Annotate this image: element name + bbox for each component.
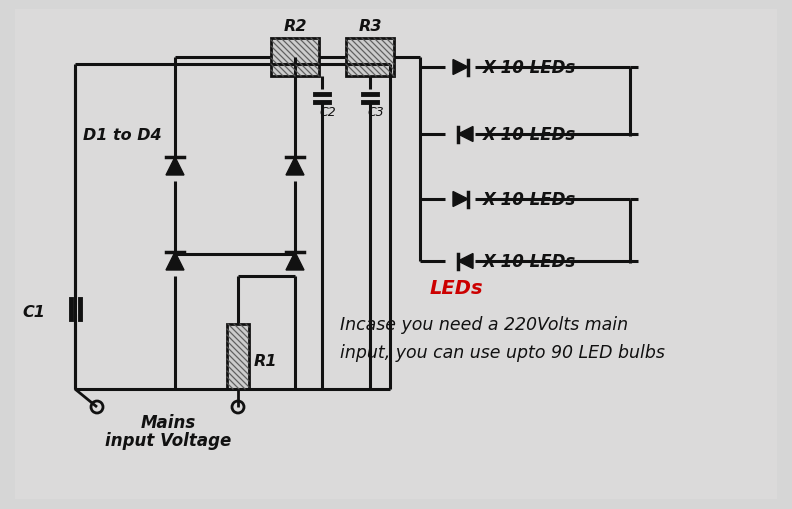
Text: X 10 LEDs: X 10 LEDs — [483, 126, 577, 144]
Polygon shape — [166, 252, 184, 270]
Text: C2: C2 — [319, 106, 336, 119]
Text: X 10 LEDs: X 10 LEDs — [483, 191, 577, 209]
Text: Mains: Mains — [140, 413, 196, 431]
Text: D1 to D4: D1 to D4 — [83, 128, 162, 143]
Text: input Voltage: input Voltage — [105, 431, 231, 449]
Text: R2: R2 — [284, 19, 307, 34]
Text: LEDs: LEDs — [430, 278, 484, 297]
Bar — [227, 324, 249, 389]
Text: R3: R3 — [358, 19, 382, 34]
Text: Incase you need a 220Volts main: Incase you need a 220Volts main — [340, 316, 628, 333]
Polygon shape — [458, 254, 473, 269]
Text: input, you can use upto 90 LED bulbs: input, you can use upto 90 LED bulbs — [340, 344, 664, 361]
Bar — [271, 39, 319, 77]
Polygon shape — [453, 61, 468, 75]
Polygon shape — [166, 158, 184, 176]
Text: C1: C1 — [22, 305, 45, 320]
Text: X 10 LEDs: X 10 LEDs — [483, 59, 577, 77]
Text: X 10 LEDs: X 10 LEDs — [483, 252, 577, 270]
Polygon shape — [453, 192, 468, 207]
Polygon shape — [286, 252, 304, 270]
Polygon shape — [458, 127, 473, 142]
Text: C3: C3 — [367, 106, 384, 119]
Bar — [346, 39, 394, 77]
Polygon shape — [286, 158, 304, 176]
Text: R1: R1 — [254, 353, 277, 369]
